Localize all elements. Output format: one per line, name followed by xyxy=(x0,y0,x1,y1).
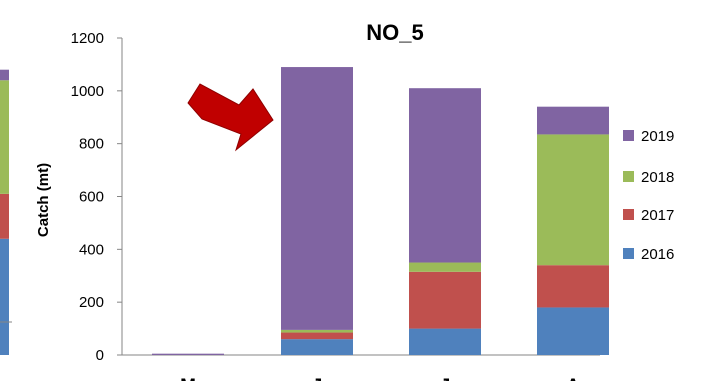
bar-2017-2 xyxy=(281,332,353,340)
bar-2019-2 xyxy=(281,67,353,330)
legend-label-2017: 2017 xyxy=(641,207,674,224)
legend-swatch-2018 xyxy=(623,171,634,182)
legend-label-2019: 2019 xyxy=(641,128,674,145)
category-label: A xyxy=(566,376,580,381)
bar-2017-4 xyxy=(537,265,609,308)
y-tick-label: 1200 xyxy=(71,30,104,47)
y-tick-label: 200 xyxy=(79,294,104,311)
left-bar-segment xyxy=(0,80,9,194)
y-tick-label: 0 xyxy=(96,347,104,364)
y-axis-ticks: 0 200 400 600 800 1000 1200 xyxy=(71,30,122,364)
bar-2016-3 xyxy=(409,328,481,355)
legend-swatch-2016 xyxy=(623,248,634,259)
left-bar-segment xyxy=(0,193,9,239)
y-tick-label: 1000 xyxy=(71,83,104,100)
bar-2019-1 xyxy=(152,353,224,355)
legend-swatch-2017 xyxy=(623,209,634,220)
category-label: J xyxy=(312,376,323,381)
bar-2019-4 xyxy=(537,106,609,135)
bar-2018-4 xyxy=(537,134,609,266)
category-label: M xyxy=(180,376,196,381)
bar-2018-3 xyxy=(409,262,481,272)
arrow-shape xyxy=(187,83,274,152)
bar-2016-2 xyxy=(281,339,353,355)
category-label: J xyxy=(440,376,451,381)
legend-label-2016: 2016 xyxy=(641,246,674,263)
bar-2017-3 xyxy=(409,271,481,329)
bar-2016-4 xyxy=(537,307,609,355)
y-tick-label: 600 xyxy=(79,189,104,206)
category-labels: MJJA xyxy=(180,376,580,381)
bar-2018-2 xyxy=(281,329,353,333)
y-tick-label: 800 xyxy=(79,136,104,153)
left-partial-chart xyxy=(0,69,12,355)
legend: 2019 2018 2017 2016 xyxy=(623,128,674,263)
chart-title: NO_5 xyxy=(366,20,423,45)
annotation-arrow xyxy=(187,83,274,152)
bar-2019-3 xyxy=(409,88,481,263)
y-axis-title: Catch (mt) xyxy=(35,163,52,237)
y-tick-label: 400 xyxy=(79,241,104,258)
legend-label-2018: 2018 xyxy=(641,169,674,186)
left-bar-segment xyxy=(0,238,9,355)
left-bar-segment xyxy=(0,69,9,81)
legend-swatch-2019 xyxy=(623,130,634,141)
bars xyxy=(152,67,609,355)
